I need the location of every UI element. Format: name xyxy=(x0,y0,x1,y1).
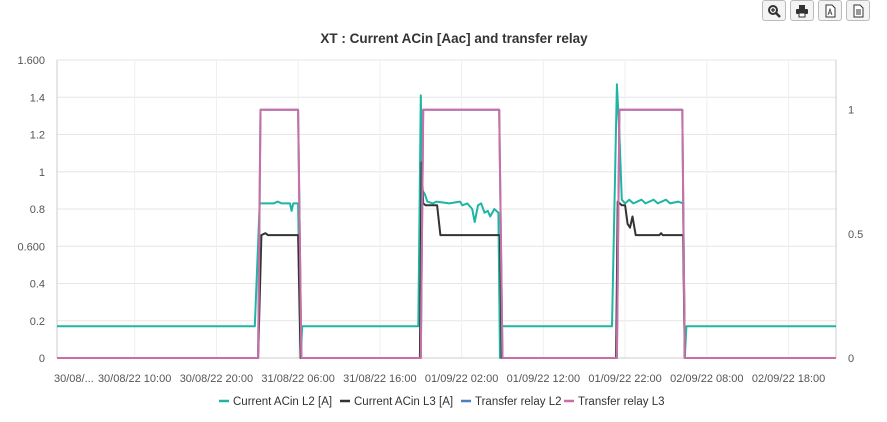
x-tick-label: 01/09/22 22:00 xyxy=(588,373,661,385)
x-tick-label: 30/08/... xyxy=(54,373,94,385)
x-tick-label: 30/08/22 10:00 xyxy=(98,373,171,385)
y-left-tick-label: 1 xyxy=(39,167,45,179)
x-tick-label: 01/09/22 12:00 xyxy=(507,373,580,385)
zoom-button[interactable] xyxy=(762,0,786,21)
y-right-tick-label: 0 xyxy=(848,353,854,365)
y-left-tick-label: 1.4 xyxy=(30,92,45,104)
x-tick-label: 30/08/22 20:00 xyxy=(180,373,253,385)
pdf-export-button[interactable] xyxy=(818,0,842,21)
y-left-tick-label: 0.2 xyxy=(30,316,45,328)
y-left-tick-label: 0.600 xyxy=(17,241,45,253)
document-icon xyxy=(853,4,864,17)
x-tick-label: 31/08/22 06:00 xyxy=(261,373,334,385)
chart-title: XT : Current ACin [Aac] and transfer rel… xyxy=(320,31,588,46)
y-right-tick-label: 0.5 xyxy=(848,229,863,241)
legend-label: Current ACin L3 [A] xyxy=(354,396,453,408)
y-left-tick-label: 0.4 xyxy=(30,279,45,291)
legend-label: Transfer relay L2 xyxy=(475,396,562,408)
print-icon xyxy=(796,4,808,17)
x-tick-label: 02/09/22 08:00 xyxy=(670,373,743,385)
legend-label: Transfer relay L3 xyxy=(578,396,665,408)
y-right-tick-label: 1 xyxy=(848,105,854,117)
series-line-current-acin-l2-a- xyxy=(57,83,836,359)
zoom-icon xyxy=(768,4,781,18)
x-tick-label: 02/09/22 18:00 xyxy=(752,373,825,385)
series-line-transfer-relay-l3 xyxy=(57,108,836,359)
pdf-icon xyxy=(825,4,836,17)
x-tick-label: 31/08/22 16:00 xyxy=(343,373,416,385)
y-left-tick-label: 1.2 xyxy=(30,130,45,142)
x-tick-label: 01/09/22 02:00 xyxy=(425,373,498,385)
legend-label: Current ACin L2 [A] xyxy=(233,396,332,408)
print-button[interactable] xyxy=(790,0,814,21)
csv-export-button[interactable] xyxy=(846,0,870,21)
y-left-tick-label: 0.8 xyxy=(30,204,45,216)
series-line-current-acin-l3-a- xyxy=(57,161,836,359)
y-left-tick-label: 1.600 xyxy=(17,55,45,67)
y-left-tick-label: 0 xyxy=(39,353,45,365)
series-line-transfer-relay-l2 xyxy=(57,108,836,359)
